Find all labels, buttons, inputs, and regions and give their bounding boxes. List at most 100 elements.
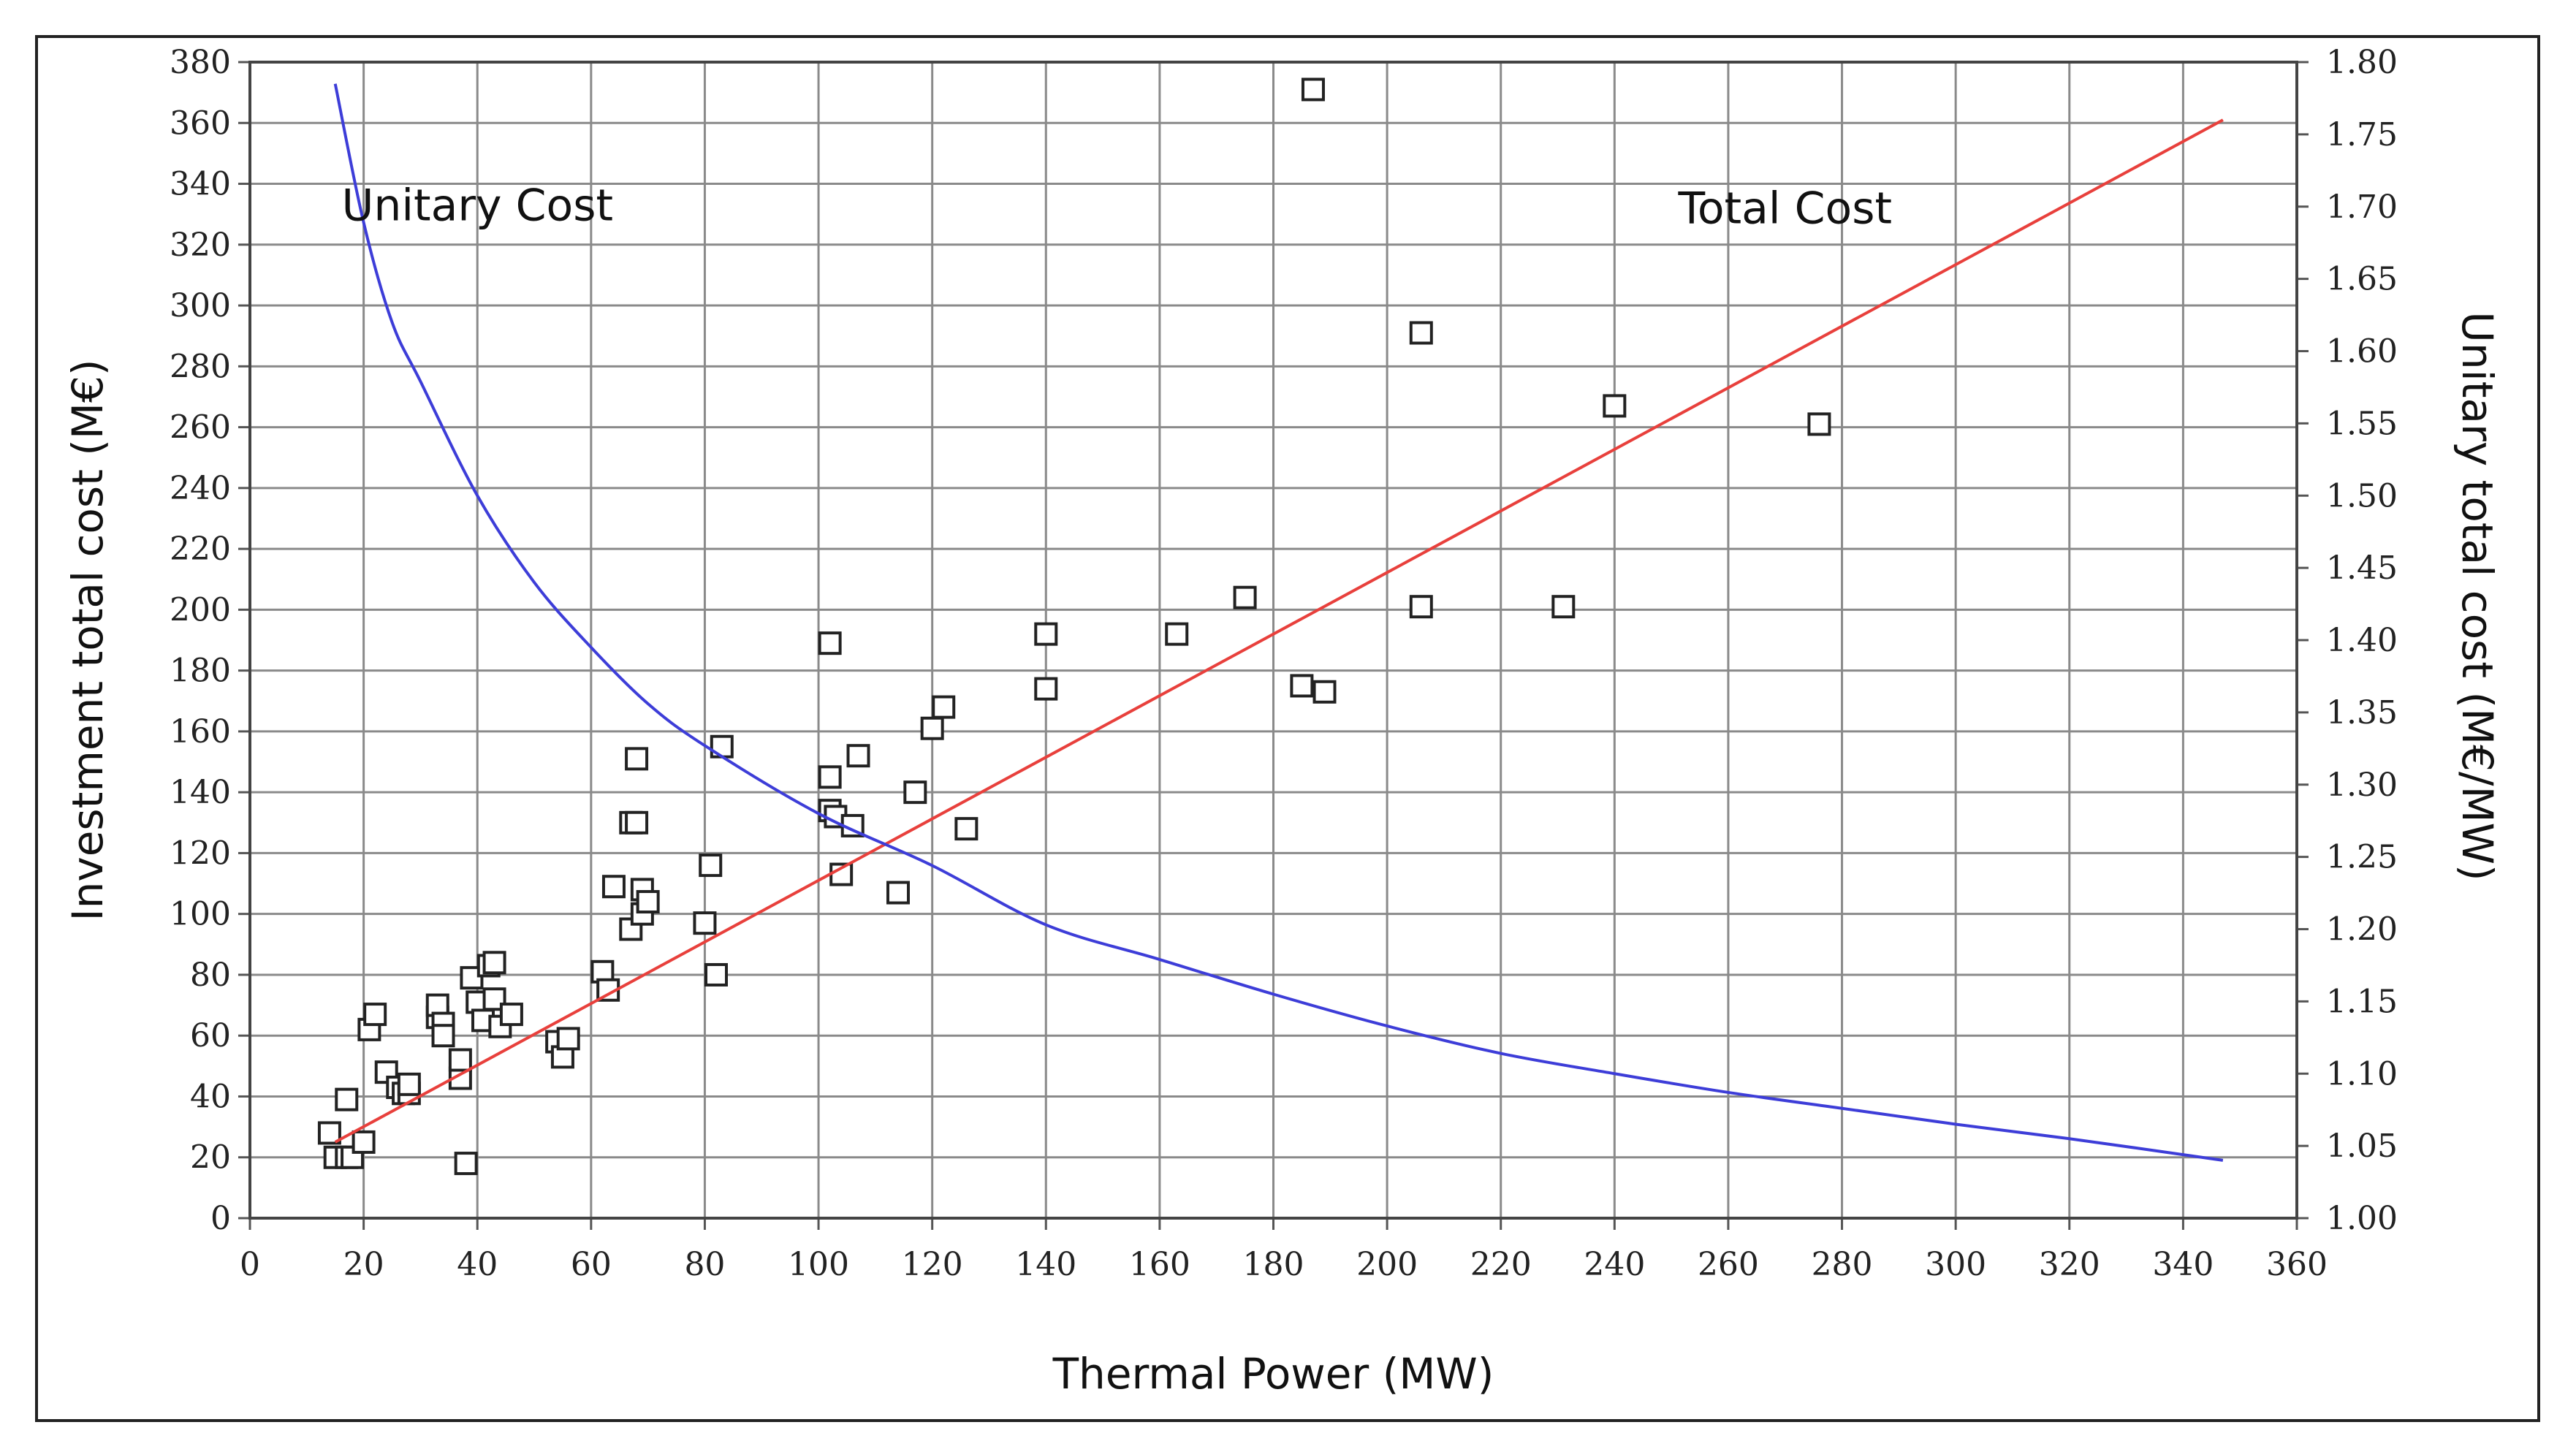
annotation-label: Total Cost <box>1677 183 1892 235</box>
y-tick-label: 280 <box>170 348 231 385</box>
y-tick-label: 380 <box>170 44 231 81</box>
y-tick-label: 140 <box>170 774 231 811</box>
total-cost-line <box>334 118 2224 1144</box>
scatter-point <box>710 734 734 759</box>
scatter-point <box>693 911 717 935</box>
y2-tick-label: 1.70 <box>2326 189 2398 226</box>
x-tick-label: 100 <box>788 1246 849 1283</box>
y2-tick-label: 1.40 <box>2326 622 2398 659</box>
scatter-point <box>954 817 979 841</box>
labels: 0 20 40 60 80 100 120 140 160 180 200 220 240 260 280 3… <box>63 44 2502 1399</box>
y-tick-label: 20 <box>190 1139 231 1177</box>
y-tick-label: 80 <box>190 957 231 994</box>
scatter-point <box>1807 412 1831 436</box>
x-tick-label: 0 <box>240 1246 260 1283</box>
annotation-label: Unitary Cost <box>341 180 613 231</box>
y-tick-label: 200 <box>170 591 231 628</box>
scatter-point <box>1165 622 1189 646</box>
x-tick-label: 200 <box>1356 1246 1418 1283</box>
y2-tick-label: 1.30 <box>2326 767 2398 804</box>
x-tick-label: 240 <box>1584 1246 1645 1283</box>
scatter-point <box>397 1072 421 1096</box>
y2-tick-label: 1.10 <box>2326 1055 2398 1092</box>
scatter-point <box>1034 622 1058 646</box>
y2-tick-label: 1.45 <box>2326 550 2398 587</box>
y2-tick-label: 1.35 <box>2326 694 2398 731</box>
y-tick-label: 360 <box>170 104 231 142</box>
scatter-point <box>448 1048 472 1072</box>
y-tick-label: 300 <box>170 287 231 324</box>
y2-tick-label: 1.55 <box>2326 405 2398 442</box>
y-tick-label: 160 <box>170 713 231 750</box>
y2-tick-label: 1.15 <box>2326 983 2398 1020</box>
scatter-point <box>625 810 649 835</box>
y2-tick-label: 1.00 <box>2326 1200 2398 1237</box>
scatter-point <box>556 1027 580 1051</box>
y-tick-label: 180 <box>170 653 231 690</box>
scatter-point <box>818 631 842 655</box>
x-tick-label: 120 <box>902 1246 963 1283</box>
scatter-point <box>699 854 723 878</box>
scatter-point <box>601 875 626 899</box>
y-tick-label: 40 <box>190 1078 231 1115</box>
y-tick-label: 260 <box>170 409 231 446</box>
x-axis-title: Thermal Power (MW) <box>1052 1349 1494 1399</box>
x-tick-label: 60 <box>571 1246 612 1283</box>
x-tick-label: 40 <box>457 1246 498 1283</box>
y2-tick-label: 1.65 <box>2326 261 2398 298</box>
series <box>317 77 2224 1176</box>
scatter-point <box>1301 77 1325 102</box>
y-tick-label: 60 <box>190 1017 231 1054</box>
scatter-point <box>846 744 870 768</box>
scatter-point <box>431 1024 455 1048</box>
x-tick-label: 180 <box>1243 1246 1304 1283</box>
y2-tick-label: 1.80 <box>2326 44 2398 81</box>
y2-axis-title: Unitary total cost (M€/MW) <box>2452 311 2502 881</box>
scatter-point <box>818 765 842 789</box>
scatter-point <box>1603 394 1627 418</box>
x-tick-label: 140 <box>1015 1246 1076 1283</box>
y2-tick-label: 1.20 <box>2326 911 2398 949</box>
unitary-cost-line <box>333 83 2224 1162</box>
scatter-point <box>1409 595 1433 619</box>
y-tick-label: 320 <box>170 227 231 264</box>
y-tick-label: 0 <box>210 1200 231 1237</box>
scatter-point <box>886 881 910 905</box>
x-tick-label: 360 <box>2266 1246 2328 1283</box>
y2-tick-label: 1.75 <box>2326 116 2398 153</box>
x-tick-label: 300 <box>1925 1246 1986 1283</box>
y2-tick-label: 1.60 <box>2326 333 2398 370</box>
plot-border <box>248 61 2298 1220</box>
y-tick-label: 100 <box>170 896 231 933</box>
axes <box>238 61 2309 1230</box>
x-tick-label: 220 <box>1470 1246 1532 1283</box>
y2-tick-label: 1.50 <box>2326 477 2398 514</box>
scatter-point <box>317 1121 341 1145</box>
x-tick-label: 160 <box>1129 1246 1190 1283</box>
scatter-point <box>920 716 944 740</box>
y2-tick-label: 1.25 <box>2326 839 2398 876</box>
y-tick-label: 240 <box>170 470 231 507</box>
scatter-point <box>1290 674 1314 698</box>
figure-frame <box>35 35 2540 1422</box>
y-axis-title: Investment total cost (M€) <box>63 360 113 921</box>
scatter-point <box>363 1003 387 1027</box>
scatter-point <box>335 1087 359 1111</box>
x-tick-label: 80 <box>684 1246 725 1283</box>
scatter-point <box>1034 677 1058 701</box>
scatter-point <box>352 1130 376 1154</box>
scatter-point <box>482 951 506 975</box>
scatter-point <box>932 695 956 719</box>
y-tick-label: 340 <box>170 166 231 203</box>
scatter-point <box>704 962 729 987</box>
scatter-point <box>1409 321 1433 345</box>
x-tick-label: 280 <box>1812 1246 1873 1283</box>
x-tick-label: 340 <box>2152 1246 2214 1283</box>
x-tick-label: 260 <box>1698 1246 1759 1283</box>
x-tick-label: 20 <box>343 1246 384 1283</box>
y-tick-label: 220 <box>170 531 231 568</box>
scatter-point <box>1233 585 1257 609</box>
scatter-point <box>636 890 660 914</box>
scatter-point <box>1312 680 1337 704</box>
